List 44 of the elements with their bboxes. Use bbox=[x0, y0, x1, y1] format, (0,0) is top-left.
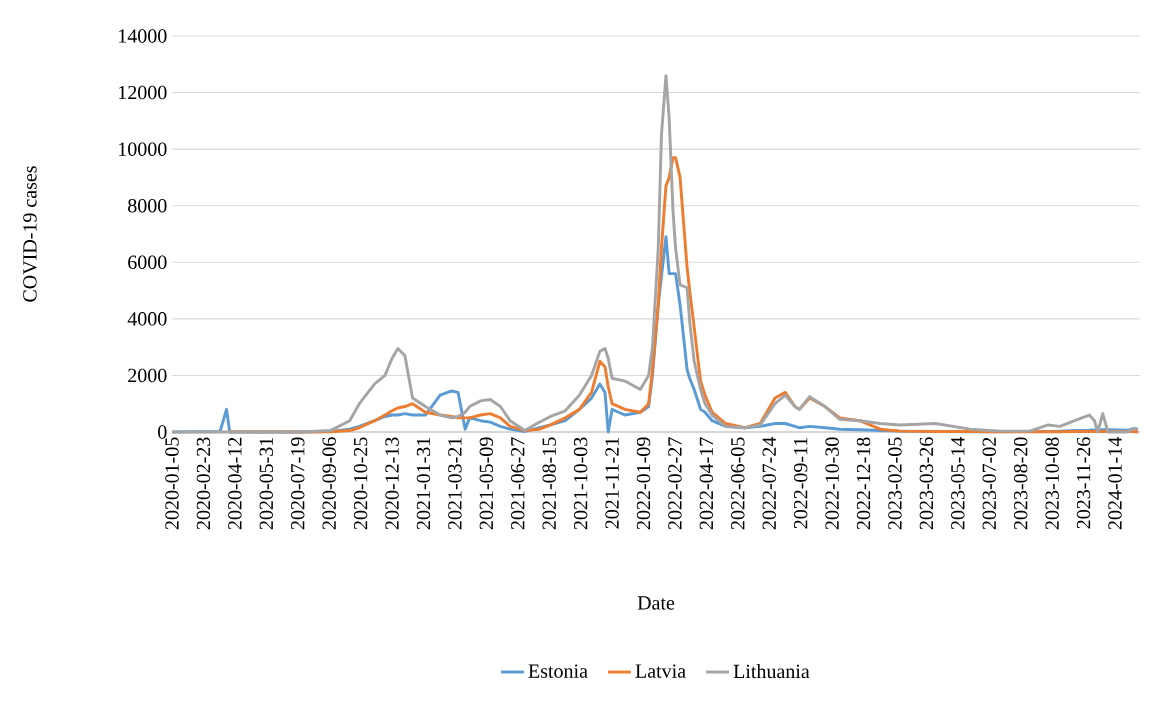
y-tick-label: 12000 bbox=[119, 85, 167, 100]
x-tick-label: 2023-03-26 bbox=[919, 437, 934, 530]
y-tick-label: 2000 bbox=[128, 368, 167, 383]
x-tick-label: 2022-04-17 bbox=[699, 437, 714, 530]
y-tick-label: 10000 bbox=[119, 142, 167, 156]
x-tick-label: 2022-12-18 bbox=[856, 437, 871, 530]
x-tick-label: 2020-10-25 bbox=[353, 437, 368, 530]
x-tick-label: 2021-01-31 bbox=[416, 437, 431, 530]
y-tick-label: 0 bbox=[158, 425, 167, 439]
legend-label: Latvia bbox=[635, 664, 686, 678]
y-tick-label: 6000 bbox=[128, 255, 167, 270]
x-axis-title: Date bbox=[637, 596, 675, 610]
x-tick-label: 2020-07-19 bbox=[290, 437, 305, 530]
x-tick-label: 2021-06-27 bbox=[511, 437, 525, 530]
x-tick-label: 2022-01-09 bbox=[636, 437, 651, 530]
x-tick-label: 2023-02-05 bbox=[888, 437, 902, 530]
x-tick-label: 2020-02-23 bbox=[196, 437, 211, 530]
x-tick-label: 2024-01-14 bbox=[1108, 437, 1122, 530]
y-tick-label: 4000 bbox=[127, 312, 167, 326]
x-tick-label: 2021-11-21 bbox=[605, 437, 619, 529]
x-tick-label: 2023-08-20 bbox=[1013, 437, 1028, 530]
x-tick-label: 2023-10-08 bbox=[1045, 437, 1059, 530]
x-tick-label: 2021-10-03 bbox=[573, 437, 588, 530]
x-tick-label: 2023-07-02 bbox=[982, 437, 996, 530]
x-tick-label: 2020-04-12 bbox=[228, 437, 242, 530]
x-tick-label: 2022-07-24 bbox=[762, 437, 776, 530]
x-tick-label: 2022-02-27 bbox=[668, 437, 682, 530]
x-tick-label: 2021-08-15 bbox=[542, 437, 556, 530]
x-tick-label: 2022-09-11 bbox=[793, 437, 808, 529]
legend-label: Lithuania bbox=[733, 664, 810, 679]
y-axis-title: COVID-19 cases bbox=[23, 166, 37, 302]
x-tick-label: 2020-09-06 bbox=[322, 437, 336, 530]
x-tick-label: 2020-05-31 bbox=[259, 437, 274, 530]
legend-label: Estonia bbox=[528, 664, 588, 678]
y-tick-label: 8000 bbox=[128, 198, 167, 213]
x-tick-label: 2020-01-05 bbox=[165, 437, 179, 530]
x-tick-label: 2023-05-14 bbox=[951, 437, 965, 530]
y-tick-label: 14000 bbox=[119, 29, 167, 43]
x-tick-label: 2021-03-21 bbox=[448, 437, 462, 530]
x-tick-label: 2020-12-13 bbox=[385, 437, 399, 530]
x-tick-label: 2022-10-30 bbox=[825, 437, 839, 530]
x-tick-label: 2021-05-09 bbox=[479, 437, 494, 530]
x-tick-label: 2022-06-05 bbox=[731, 437, 745, 530]
x-tick-label: 2023-11-26 bbox=[1076, 437, 1091, 529]
